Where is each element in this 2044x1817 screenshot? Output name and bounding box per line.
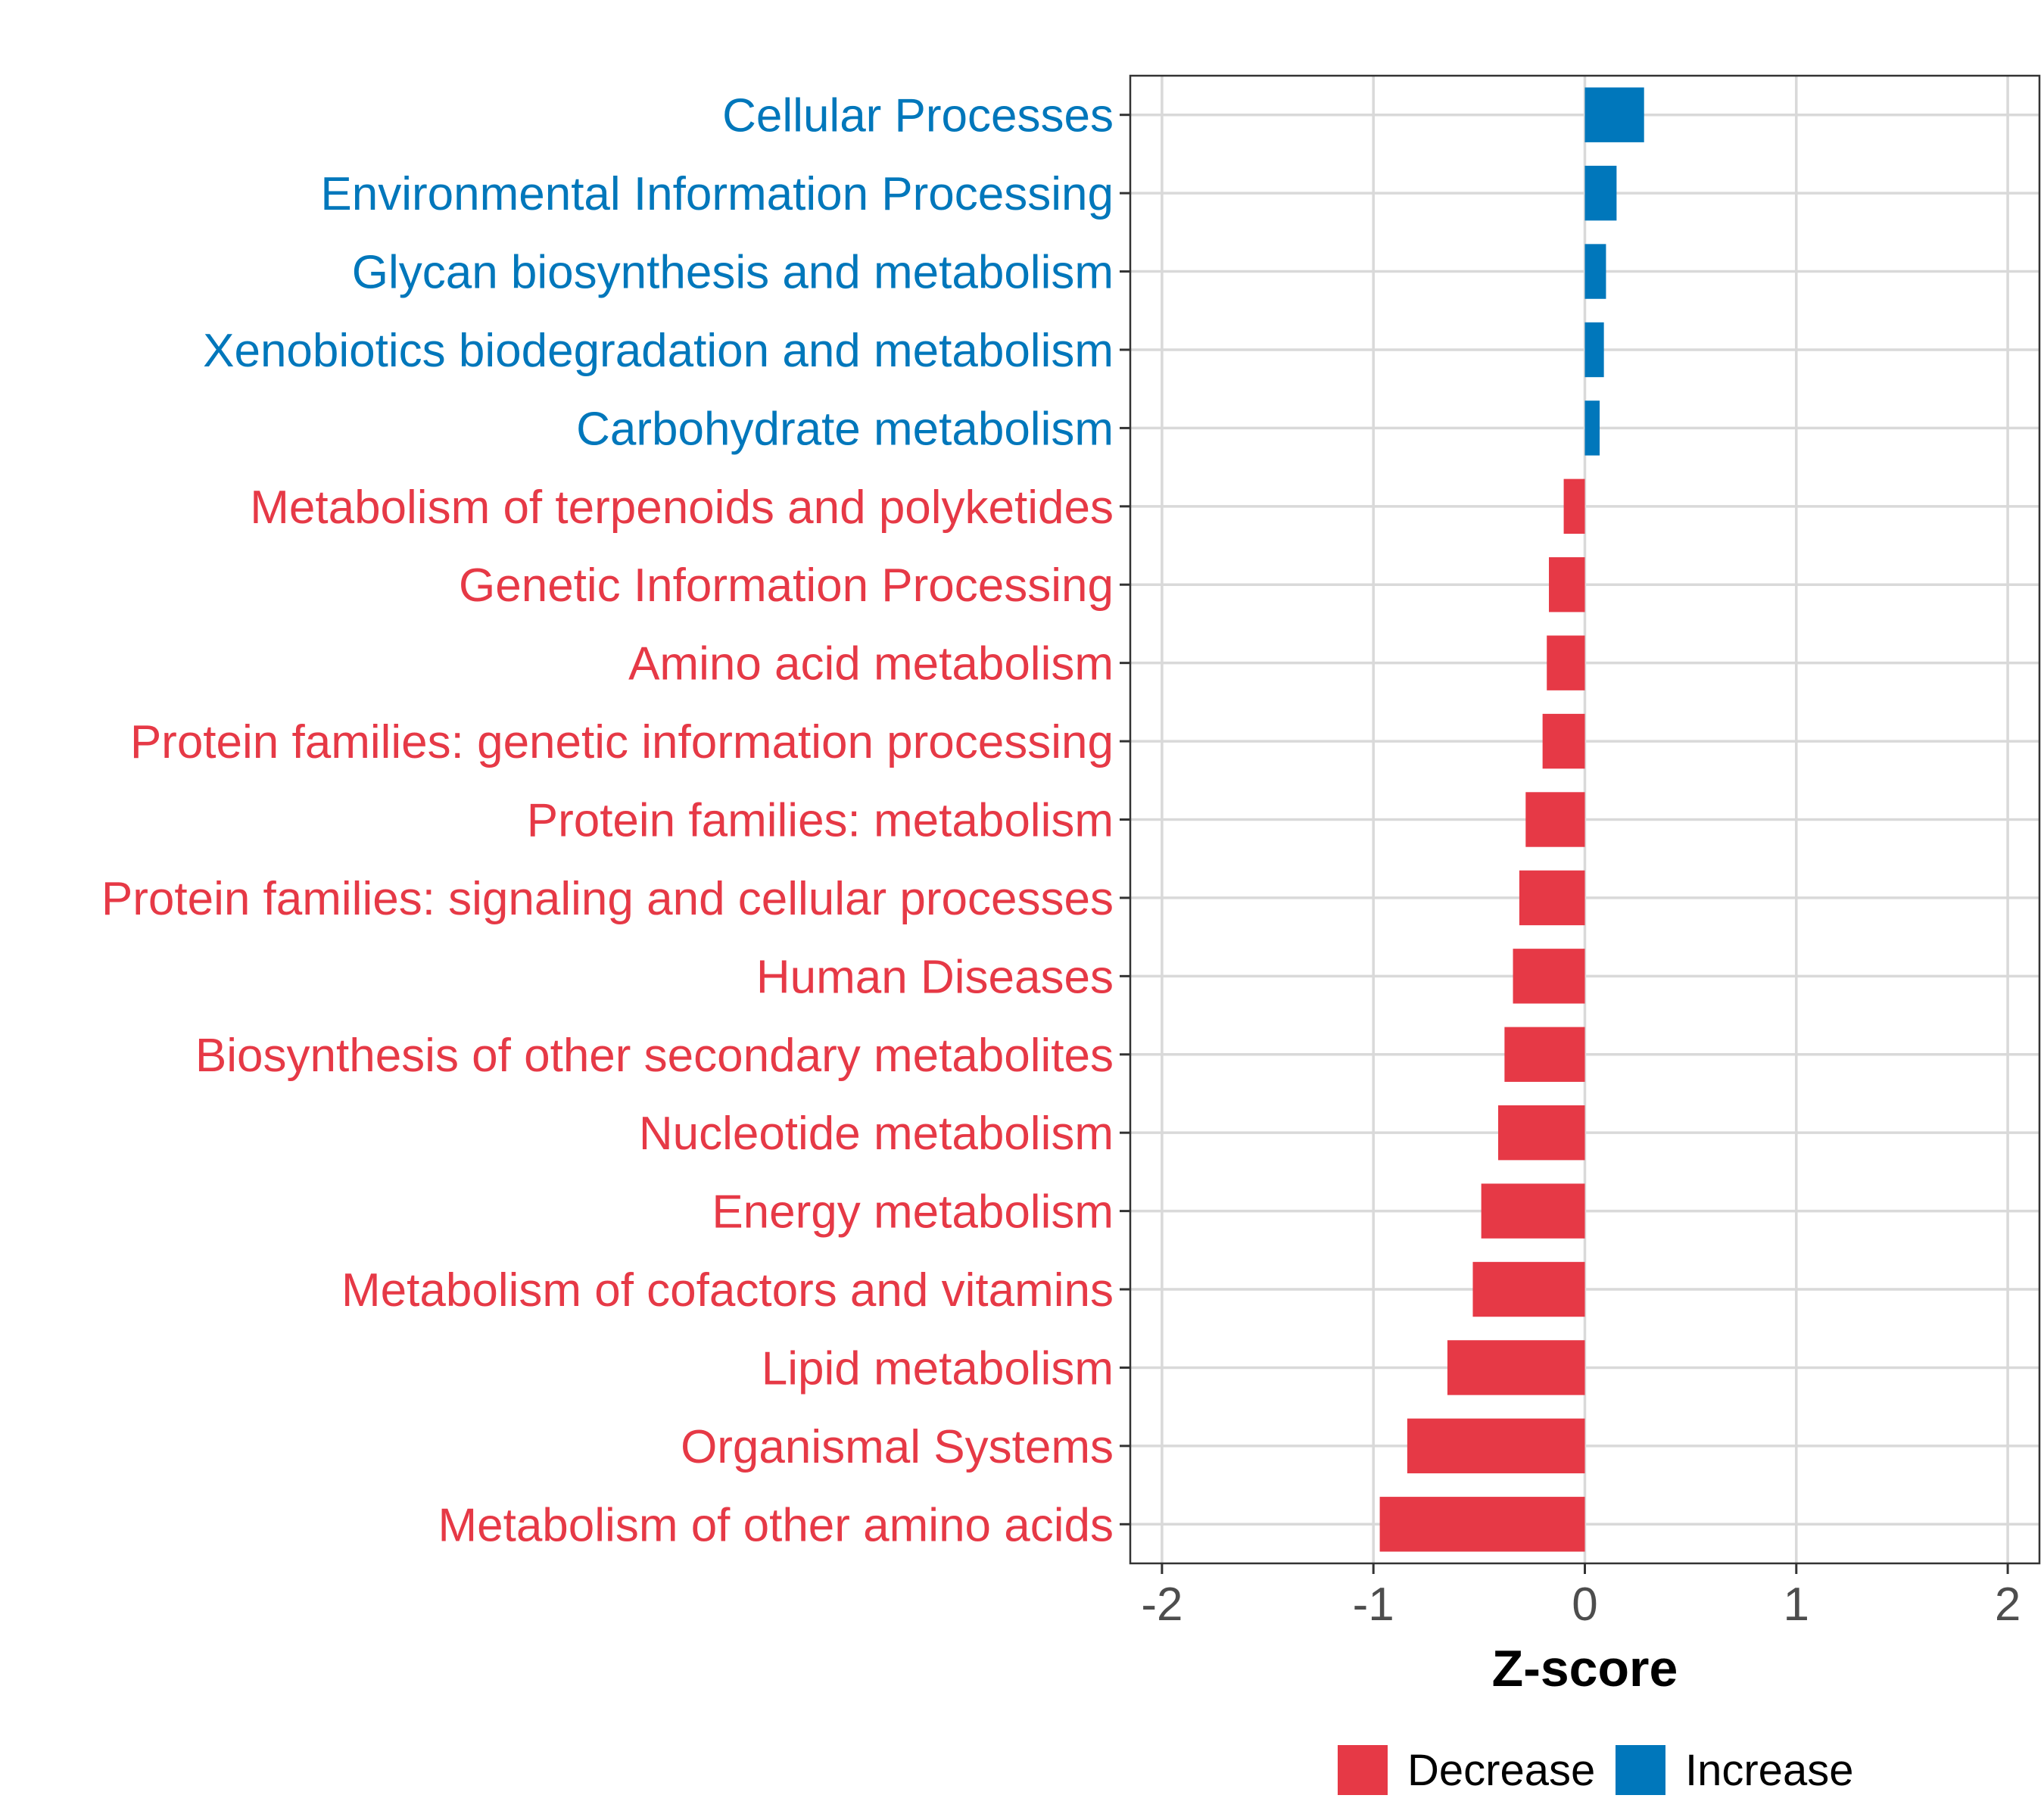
y-tick-label: Metabolism of terpenoids and polyketides — [250, 482, 1114, 534]
y-tick-label: Biosynthesis of other secondary metaboli… — [195, 1030, 1114, 1082]
y-tick-label: Glycan biosynthesis and metabolism — [352, 247, 1114, 299]
bar-organismal-systems — [1407, 1418, 1585, 1474]
y-tick-label: Cellular Processes — [722, 90, 1114, 142]
legend-label-decrease: Decrease — [1407, 1746, 1595, 1795]
bar-xenobiotics-biodegradation-and-metabolism — [1584, 322, 1604, 378]
bar-biosynthesis-of-other-secondary-metabolites — [1504, 1027, 1585, 1082]
bar-protein-families-genetic-information-processing — [1542, 713, 1585, 769]
legend: Decrease Increase — [1338, 1745, 1853, 1795]
legend-label-increase: Increase — [1685, 1746, 1853, 1795]
y-tick-label: Metabolism of cofactors and vitamins — [341, 1264, 1114, 1317]
bar-environmental-information-processing — [1584, 165, 1617, 221]
y-tick-label: Protein families: genetic information pr… — [130, 716, 1114, 768]
bar-amino-acid-metabolism — [1547, 635, 1585, 690]
bar-human-diseases — [1513, 949, 1585, 1004]
y-tick-label: Energy metabolism — [712, 1186, 1114, 1239]
y-tick-label: Nucleotide metabolism — [639, 1108, 1114, 1160]
x-tick-label: 2 — [1995, 1579, 2021, 1631]
y-tick-label: Protein families: metabolism — [527, 795, 1114, 847]
x-axis: -2 -1 0 1 2 — [1141, 1563, 2021, 1631]
bar-metabolism-of-terpenoids-and-polyketides — [1563, 478, 1585, 535]
y-tick-label: Protein families: signaling and cellular… — [101, 873, 1114, 925]
y-tick-label: Human Diseases — [756, 951, 1114, 1003]
bar-protein-families-signaling-and-cellular-processes — [1519, 870, 1585, 926]
bars — [1379, 87, 1644, 1552]
bar-energy-metabolism — [1481, 1183, 1585, 1239]
x-axis-title: Z-score — [1492, 1640, 1678, 1697]
bar-cellular-processes — [1584, 87, 1644, 142]
x-tick-label: -2 — [1141, 1579, 1182, 1631]
y-tick-label: Carbohydrate metabolism — [576, 403, 1114, 455]
bar-metabolism-of-other-amino-acids — [1379, 1497, 1585, 1552]
y-tick-label: Environmental Information Processing — [320, 168, 1114, 220]
bar-carbohydrate-metabolism — [1584, 400, 1600, 456]
bar-genetic-information-processing — [1549, 557, 1585, 612]
x-tick-label: 1 — [1784, 1579, 1809, 1631]
x-tick-label: -1 — [1353, 1579, 1394, 1631]
y-tick-label: Organismal Systems — [681, 1421, 1114, 1473]
legend-swatch-decrease — [1338, 1745, 1388, 1795]
y-tick-label: Amino acid metabolism — [628, 638, 1114, 690]
x-tick-label: 0 — [1572, 1579, 1597, 1631]
legend-swatch-increase — [1616, 1745, 1665, 1795]
y-tick-label: Xenobiotics biodegradation and metabolis… — [203, 325, 1114, 377]
bar-nucleotide-metabolism — [1497, 1105, 1585, 1161]
y-tick-label: Metabolism of other amino acids — [438, 1499, 1114, 1551]
y-axis: Cellular Processes Environmental Informat… — [101, 90, 1130, 1551]
y-tick-label: Genetic Information Processing — [459, 559, 1114, 612]
bar-protein-families-metabolism — [1525, 792, 1585, 847]
bar-glycan-biosynthesis-and-metabolism — [1584, 244, 1606, 299]
bar-metabolism-of-cofactors-and-vitamins — [1472, 1261, 1585, 1317]
y-tick-label: Lipid metabolism — [762, 1342, 1114, 1395]
bar-lipid-metabolism — [1447, 1340, 1585, 1395]
